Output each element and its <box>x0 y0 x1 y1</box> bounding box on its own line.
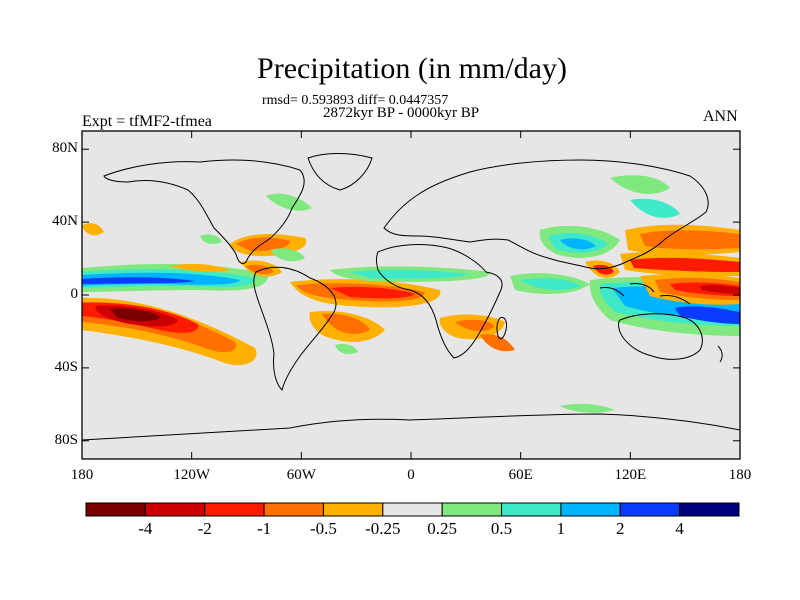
lon-tick-label: 0 <box>407 467 415 483</box>
colorbar-swatch <box>382 502 443 517</box>
time-period-label: 2872kyr BP - 0000kyr BP <box>323 105 480 121</box>
anomaly-region <box>560 238 596 250</box>
colorbar-swatch <box>144 502 206 517</box>
colorbar-label: 2 <box>616 519 625 538</box>
coastline-eurasia <box>383 159 709 270</box>
colorbar-swatch <box>619 502 681 517</box>
coastline-maritime-continent <box>599 283 691 305</box>
colorbar-label: -1 <box>256 519 272 538</box>
precipitation-anomaly-field <box>82 175 740 413</box>
lat-tick-label: 40N <box>52 213 78 230</box>
coastline-north-america <box>103 159 305 265</box>
lon-tick-label: 60E <box>508 467 533 483</box>
colorbar-swatch <box>441 502 503 517</box>
coastlines <box>82 153 740 441</box>
anomaly-region <box>700 285 740 294</box>
anomaly-region <box>270 248 305 262</box>
coastline-australia <box>618 313 703 360</box>
anomaly-region <box>630 198 680 218</box>
colorbar-label: 0.25 <box>427 519 458 538</box>
season-label: ANN <box>703 108 738 125</box>
lat-tick-label: 80S <box>54 431 78 448</box>
anomaly-region <box>330 286 415 299</box>
anomaly-region <box>82 223 104 236</box>
coastline-new-zealand <box>717 345 723 363</box>
anomaly-region <box>200 234 222 244</box>
lon-tick-label: 120W <box>173 467 210 483</box>
colorbar-label: -2 <box>197 519 212 538</box>
coastline-africa <box>376 244 503 359</box>
anomaly-region <box>236 237 290 252</box>
anomaly-region <box>480 334 515 352</box>
colorbar <box>85 502 740 517</box>
anomaly-region <box>350 269 470 279</box>
anomaly-region <box>246 264 274 274</box>
lat-tick-label: 0 <box>70 286 79 302</box>
colorbar-swatch <box>322 502 384 517</box>
colorbar-swatch <box>560 502 621 517</box>
anomaly-region <box>610 175 670 194</box>
lon-tick-label: 120E <box>614 467 647 483</box>
colorbar-label: -0.5 <box>309 519 337 538</box>
axis-ticks <box>81 131 741 459</box>
colorbar-swatch <box>204 502 265 517</box>
anomaly-region <box>170 263 230 273</box>
lat-tick-label: 80N <box>52 140 78 157</box>
colorbar-label: 0.5 <box>490 519 513 538</box>
anomaly-region <box>675 306 740 324</box>
anomaly-region <box>335 343 358 354</box>
coastline-south-america <box>253 266 337 391</box>
experiment-label: Expt = tfMF2-tfmea <box>82 113 212 130</box>
anomaly-region <box>560 403 615 413</box>
anomaly-region <box>82 277 195 284</box>
colorbar-swatch <box>501 502 562 517</box>
plot-title: Precipitation (in mm/day) <box>257 52 567 85</box>
colorbar-swatch <box>679 502 740 517</box>
colorbar-swatch <box>263 502 324 517</box>
rmsd-diff-stats: rmsd= 0.593893 diff= 0.0447357 <box>262 93 449 108</box>
lon-tick-label: 180 <box>70 467 94 483</box>
colorbar-label: 4 <box>675 519 684 538</box>
coastline-greenland <box>307 153 373 191</box>
anomaly-region <box>520 278 582 290</box>
colorbar-swatch <box>85 502 146 517</box>
lat-tick-label: 40S <box>54 358 78 375</box>
anomaly-region <box>322 313 370 335</box>
lon-tick-label: 60W <box>286 467 316 483</box>
coastline-madagascar <box>496 317 507 340</box>
lon-tick-label: 180 <box>728 467 752 483</box>
anomaly-region <box>110 308 160 322</box>
anomaly-region <box>630 257 740 272</box>
anomaly-region <box>640 230 740 250</box>
colorbar-label: -4 <box>138 519 153 538</box>
anomaly-region <box>266 193 312 211</box>
colorbar-label: -0.25 <box>365 519 401 538</box>
coastline-antarctica <box>82 413 740 441</box>
colorbar-label: 1 <box>556 519 566 538</box>
